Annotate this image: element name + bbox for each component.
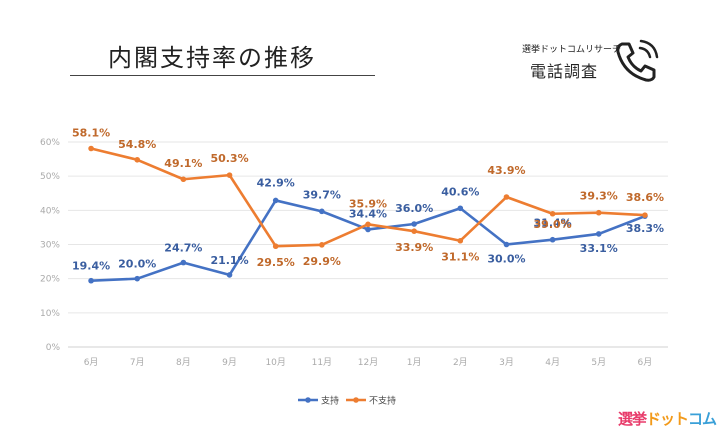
x-tick-label: 11月	[312, 357, 332, 368]
data-label-support: 34.4%	[349, 207, 387, 220]
y-tick-label: 20%	[40, 275, 60, 285]
data-point-nonsupport	[226, 172, 233, 178]
data-point-support	[457, 205, 464, 212]
data-point-nonsupport	[595, 209, 602, 216]
title-underline	[70, 75, 375, 76]
data-point-support	[134, 275, 141, 282]
data-label-nonsupport: 35.9%	[349, 197, 387, 210]
data-point-nonsupport	[411, 228, 417, 234]
data-label-support: 24.7%	[164, 242, 202, 255]
data-label-support: 33.1%	[580, 242, 618, 255]
data-point-support	[503, 241, 510, 248]
legend-label: 不支持	[369, 395, 396, 407]
data-label-nonsupport: 54.8%	[118, 138, 156, 151]
data-point-nonsupport	[365, 221, 371, 228]
y-tick-label: 50%	[40, 172, 60, 182]
data-point-nonsupport	[272, 243, 279, 250]
data-label-support: 38.3%	[626, 222, 664, 235]
data-label-support: 19.4%	[72, 260, 110, 273]
x-tick-label: 6月	[84, 357, 99, 368]
data-point-nonsupport	[319, 242, 325, 248]
x-tick-label: 6月	[638, 357, 653, 368]
data-label-nonsupport: 49.1%	[164, 157, 202, 170]
y-tick-label: 40%	[40, 206, 60, 216]
y-tick-label: 60%	[40, 138, 60, 148]
site-logo: 選挙ドットコム	[618, 410, 717, 428]
legend-label: 支持	[321, 395, 339, 407]
legend-marker	[305, 397, 311, 403]
data-label-nonsupport: 39.0%	[534, 218, 572, 231]
data-label-support: 36.0%	[395, 202, 433, 215]
data-point-nonsupport	[642, 212, 648, 218]
survey-type-label: 電話調査	[530, 62, 599, 81]
data-label-support: 20.0%	[118, 258, 156, 271]
data-label-nonsupport: 29.5%	[257, 256, 295, 269]
x-tick-label: 9月	[222, 357, 237, 368]
data-point-support	[411, 221, 417, 227]
data-point-nonsupport	[549, 210, 556, 217]
data-point-support	[88, 277, 94, 284]
data-label-nonsupport: 39.3%	[580, 190, 618, 203]
data-label-support: 40.6%	[441, 185, 479, 198]
y-tick-label: 30%	[40, 241, 60, 251]
data-label-support: 42.9%	[257, 176, 295, 189]
data-label-nonsupport: 58.1%	[72, 126, 110, 139]
x-tick-label: 5月	[591, 357, 606, 368]
legend-marker	[353, 397, 359, 403]
data-point-nonsupport	[134, 156, 141, 163]
data-point-support	[365, 226, 371, 233]
data-label-nonsupport: 38.6%	[626, 191, 664, 204]
x-tick-label: 12月	[358, 357, 378, 368]
data-label-nonsupport: 43.9%	[487, 164, 525, 177]
data-point-support	[226, 272, 233, 278]
data-label-support: 21.1%	[210, 254, 248, 267]
data-label-support: 39.7%	[303, 188, 341, 201]
data-point-support	[319, 208, 325, 215]
data-point-support	[180, 259, 187, 266]
x-tick-label: 2月	[453, 357, 468, 368]
x-tick-label: 10月	[265, 357, 285, 368]
data-label-support: 31.4%	[534, 217, 572, 230]
data-label-support: 30.0%	[487, 253, 525, 266]
chart-title: 内閣支持率の推移	[108, 44, 316, 72]
data-point-nonsupport	[88, 145, 94, 152]
data-point-support	[595, 231, 602, 237]
data-label-nonsupport: 31.1%	[441, 251, 479, 264]
x-tick-label: 7月	[130, 357, 145, 368]
y-tick-label: 0%	[46, 343, 61, 353]
research-label: 選挙ドットコムリサーチ	[522, 45, 622, 55]
x-tick-label: 3月	[499, 357, 514, 368]
data-point-support	[272, 197, 279, 204]
data-point-nonsupport	[457, 237, 464, 244]
y-tick-label: 10%	[40, 309, 60, 319]
data-point-nonsupport	[180, 176, 187, 183]
data-label-nonsupport: 29.9%	[303, 255, 341, 268]
data-label-nonsupport: 33.9%	[395, 241, 433, 254]
data-point-nonsupport	[503, 194, 510, 200]
x-tick-label: 1月	[407, 357, 422, 368]
data-point-support	[549, 236, 556, 243]
phone-icon	[612, 36, 662, 90]
x-tick-label: 4月	[545, 357, 560, 368]
x-tick-label: 8月	[176, 357, 191, 368]
data-label-nonsupport: 50.3%	[210, 152, 248, 165]
